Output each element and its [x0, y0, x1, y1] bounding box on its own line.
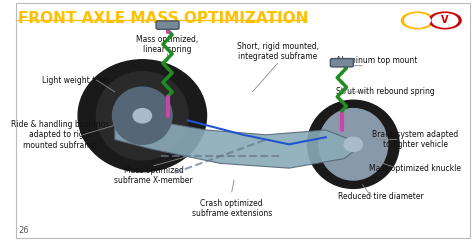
Circle shape [405, 14, 430, 27]
Text: Ride & handling bushings
adapted to rigid
mounted subframe: Ride & handling bushings adapted to rigi… [10, 120, 109, 150]
Text: Mass optimized,
linear spring: Mass optimized, linear spring [137, 34, 199, 54]
Ellipse shape [112, 87, 172, 144]
Text: Crash optimized
subframe extensions: Crash optimized subframe extensions [191, 199, 272, 218]
Text: 26: 26 [18, 226, 29, 235]
Polygon shape [115, 120, 363, 168]
Text: Short, rigid mounted,
integrated subframe: Short, rigid mounted, integrated subfram… [237, 42, 319, 61]
Ellipse shape [78, 60, 207, 172]
Text: Strut with rebound spring: Strut with rebound spring [336, 87, 435, 96]
Ellipse shape [319, 109, 388, 180]
Text: FRONT AXLE MASS OPTIMIZATION: FRONT AXLE MASS OPTIMIZATION [18, 11, 309, 26]
Text: Light weight tires: Light weight tires [42, 75, 109, 85]
Circle shape [429, 12, 461, 29]
FancyBboxPatch shape [330, 59, 353, 67]
Ellipse shape [308, 100, 399, 188]
Text: Brake system adapted
to lighter vehicle: Brake system adapted to lighter vehicle [372, 130, 458, 149]
Text: V: V [441, 15, 449, 26]
Text: Mass optimized
subframe X-member: Mass optimized subframe X-member [115, 166, 193, 185]
Circle shape [401, 12, 434, 29]
Text: Reduced tire diameter: Reduced tire diameter [338, 192, 424, 201]
Ellipse shape [96, 72, 188, 160]
Ellipse shape [344, 137, 363, 152]
Circle shape [432, 14, 458, 27]
Ellipse shape [133, 109, 152, 123]
Text: Mass optimized knuckle: Mass optimized knuckle [369, 164, 461, 173]
FancyBboxPatch shape [156, 21, 179, 29]
Text: Aluminum top mount: Aluminum top mount [336, 56, 417, 66]
